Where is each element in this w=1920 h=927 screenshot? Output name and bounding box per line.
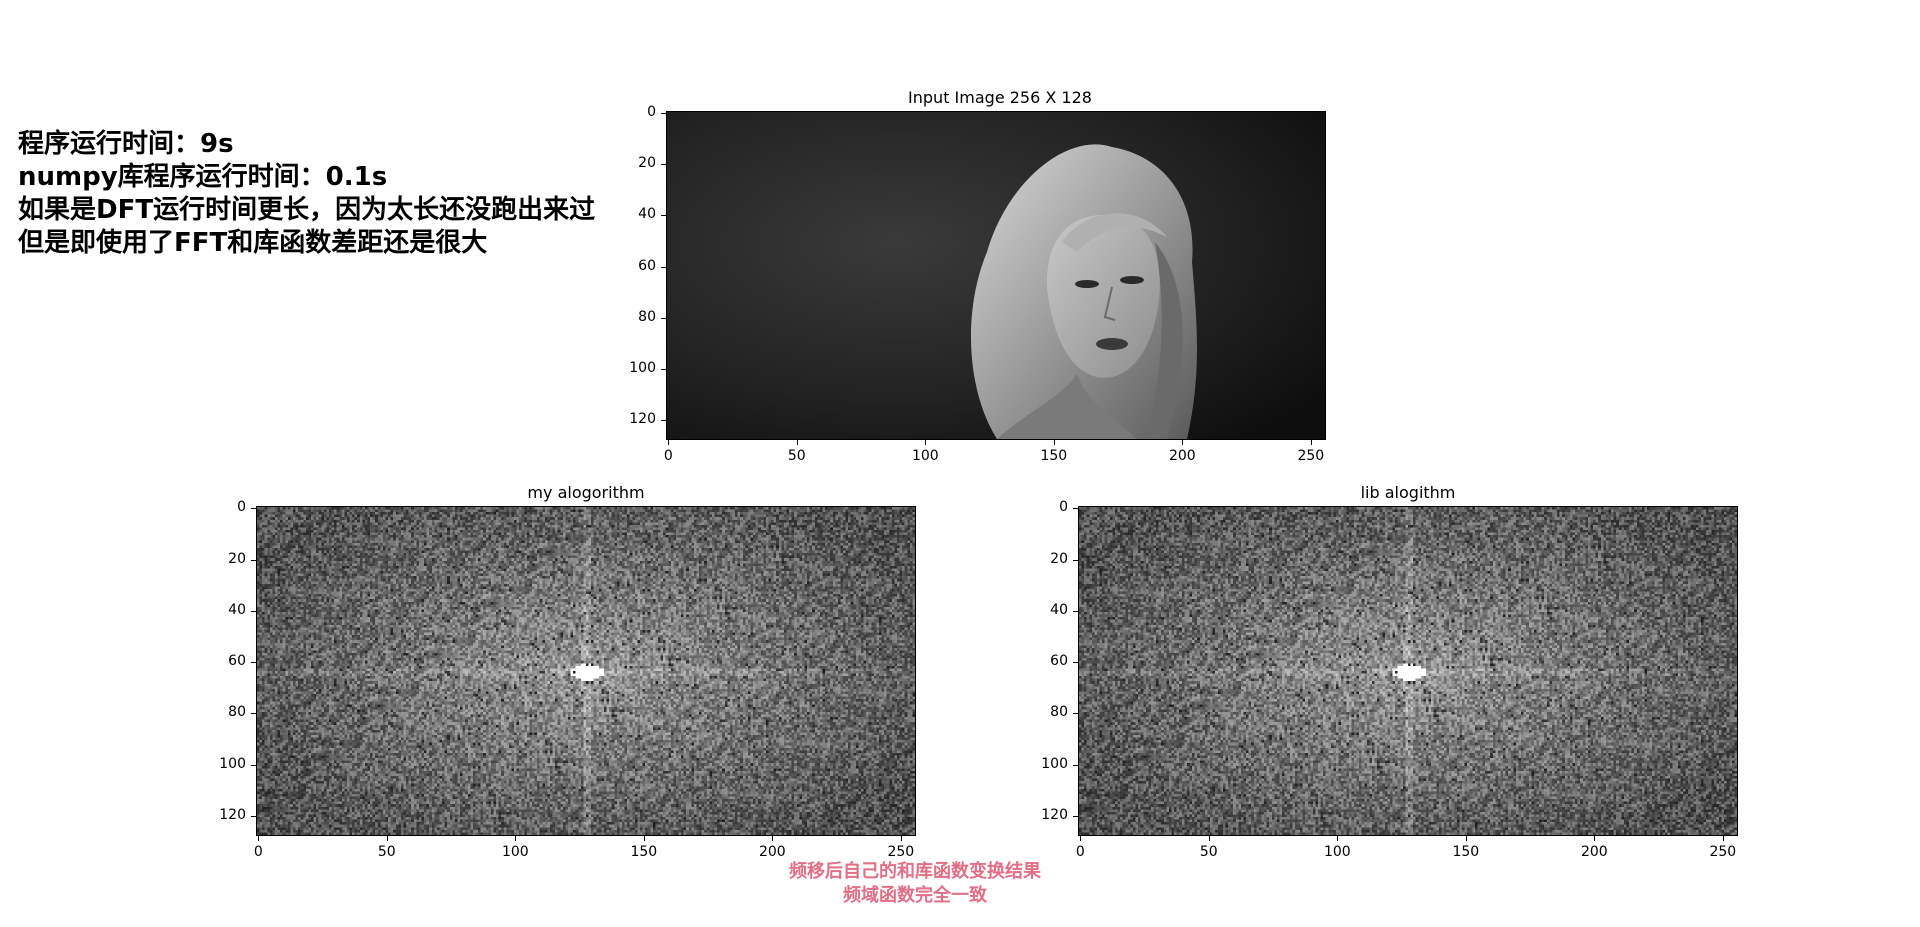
- x-tick-mark: [668, 440, 670, 445]
- x-tick-label: 150: [1452, 844, 1480, 860]
- y-tick-mark: [251, 815, 256, 817]
- y-tick-mark: [661, 368, 666, 370]
- x-tick-mark: [1465, 836, 1467, 841]
- x-tick-mark: [643, 836, 645, 841]
- y-tick-mark: [1073, 610, 1078, 612]
- y-tick-mark: [661, 113, 666, 115]
- my-algorithm-title: my alogorithm: [527, 483, 645, 502]
- x-tick-label: 200: [1580, 844, 1608, 860]
- lib-spectrum-image: [1079, 507, 1737, 835]
- y-tick-label: 80: [1050, 704, 1068, 721]
- x-tick-mark: [515, 836, 517, 841]
- input-image-title: Input Image 256 X 128: [908, 88, 1092, 107]
- y-tick-label: 100: [219, 755, 246, 772]
- y-tick-mark: [251, 662, 256, 664]
- note-line: 如果是DFT运行时间更长，因为太长还没跑出来过: [18, 195, 596, 225]
- y-tick-label: 60: [228, 653, 246, 670]
- x-tick-mark: [258, 836, 260, 841]
- x-tick-mark: [1208, 836, 1210, 841]
- y-tick-mark: [1073, 662, 1078, 664]
- y-tick-label: 20: [638, 155, 656, 172]
- y-tick-label: 80: [638, 308, 656, 325]
- y-tick-label: 40: [638, 206, 656, 223]
- input-image-axes: [666, 111, 1326, 440]
- y-tick-mark: [661, 266, 666, 268]
- y-tick-mark: [661, 317, 666, 319]
- y-tick-mark: [661, 419, 666, 421]
- x-tick-label: 50: [787, 448, 806, 464]
- x-tick-label: 150: [1040, 448, 1068, 464]
- y-tick-label: 0: [647, 104, 656, 121]
- y-tick-mark: [251, 508, 256, 510]
- y-tick-label: 100: [1041, 755, 1068, 772]
- y-tick-mark: [1073, 764, 1078, 766]
- x-tick-label: 200: [1168, 448, 1196, 464]
- y-tick-mark: [661, 164, 666, 166]
- y-tick-mark: [251, 610, 256, 612]
- y-tick-mark: [1073, 713, 1078, 715]
- y-tick-label: 0: [237, 499, 246, 516]
- x-tick-label: 250: [887, 844, 915, 860]
- note-line: numpy库程序运行时间：0.1s: [18, 162, 388, 192]
- x-tick-label: 0: [1075, 844, 1085, 860]
- y-tick-label: 0: [1059, 499, 1068, 516]
- x-tick-label: 50: [1199, 844, 1218, 860]
- note-line: 程序运行时间：9s: [18, 129, 234, 159]
- y-tick-label: 20: [228, 550, 246, 567]
- y-tick-label: 60: [638, 257, 656, 274]
- x-tick-label: 0: [663, 448, 673, 464]
- x-tick-mark: [386, 836, 388, 841]
- runtime-notes: 程序运行时间：9s numpy库程序运行时间：0.1s 如果是DFT运行时间更长…: [18, 128, 595, 260]
- x-tick-label: 250: [1709, 844, 1737, 860]
- y-tick-mark: [251, 559, 256, 561]
- y-tick-mark: [1073, 815, 1078, 817]
- lib-algorithm-axes: [1078, 506, 1738, 836]
- portrait-image: [667, 112, 1325, 439]
- x-tick-label: 100: [1323, 844, 1351, 860]
- y-tick-mark: [1073, 508, 1078, 510]
- x-tick-mark: [1080, 836, 1082, 841]
- x-tick-label: 250: [1297, 448, 1325, 464]
- my-spectrum-image: [257, 507, 915, 835]
- y-tick-mark: [661, 215, 666, 217]
- x-tick-mark: [1337, 836, 1339, 841]
- y-tick-mark: [251, 764, 256, 766]
- caption-line: 频域函数完全一致: [843, 885, 987, 906]
- caption-line: 频移后自己的和库函数变换结果: [789, 861, 1041, 882]
- y-tick-mark: [251, 713, 256, 715]
- y-tick-label: 60: [1050, 653, 1068, 670]
- x-tick-label: 200: [758, 844, 786, 860]
- x-tick-mark: [1053, 440, 1055, 445]
- y-tick-label: 40: [228, 601, 246, 618]
- x-tick-mark: [1310, 440, 1312, 445]
- x-tick-mark: [796, 440, 798, 445]
- y-tick-label: 120: [219, 806, 246, 823]
- x-tick-label: 50: [377, 844, 396, 860]
- y-tick-mark: [1073, 559, 1078, 561]
- x-tick-label: 100: [501, 844, 529, 860]
- x-tick-mark: [1594, 836, 1596, 841]
- my-algorithm-axes: [256, 506, 916, 836]
- note-line: 但是即使用了FFT和库函数差距还是很大: [18, 228, 488, 258]
- lib-algorithm-title: lib alogithm: [1360, 483, 1456, 502]
- x-tick-mark: [1722, 836, 1724, 841]
- x-tick-mark: [900, 836, 902, 841]
- y-tick-label: 120: [629, 410, 656, 427]
- y-tick-label: 20: [1050, 550, 1068, 567]
- y-tick-label: 120: [1041, 806, 1068, 823]
- y-tick-label: 100: [629, 359, 656, 376]
- x-tick-label: 0: [253, 844, 263, 860]
- x-tick-label: 150: [630, 844, 658, 860]
- x-tick-mark: [772, 836, 774, 841]
- y-tick-label: 40: [1050, 601, 1068, 618]
- x-tick-mark: [925, 440, 927, 445]
- x-tick-label: 100: [911, 448, 939, 464]
- x-tick-mark: [1182, 440, 1184, 445]
- comparison-caption: 频移后自己的和库函数变换结果 频域函数完全一致: [780, 860, 1050, 908]
- y-tick-label: 80: [228, 704, 246, 721]
